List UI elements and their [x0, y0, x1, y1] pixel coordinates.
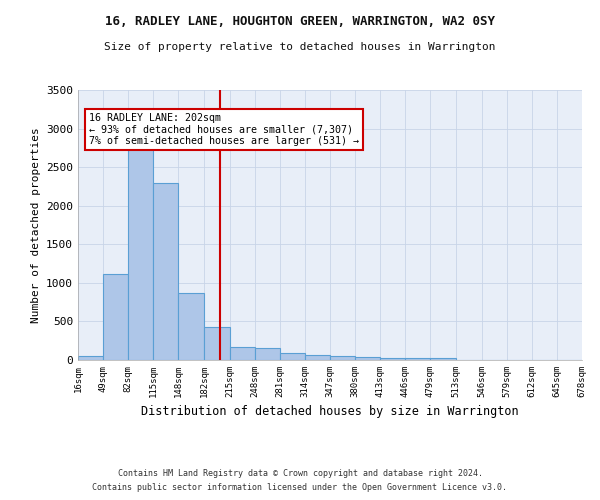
Y-axis label: Number of detached properties: Number of detached properties [31, 127, 41, 323]
Bar [305, 356, 330, 360]
Text: Contains public sector information licensed under the Open Government Licence v3: Contains public sector information licen… [92, 484, 508, 492]
Bar [254, 348, 280, 360]
Bar [78, 356, 103, 360]
Bar [380, 358, 406, 360]
Bar [280, 352, 305, 360]
Bar [230, 347, 254, 360]
Text: 16, RADLEY LANE, HOUGHTON GREEN, WARRINGTON, WA2 0SY: 16, RADLEY LANE, HOUGHTON GREEN, WARRING… [105, 15, 495, 28]
Bar [205, 327, 230, 360]
Bar [128, 150, 154, 360]
Bar [355, 358, 380, 360]
Bar [178, 293, 205, 360]
Bar [103, 274, 128, 360]
Bar [430, 358, 457, 360]
Text: Contains HM Land Registry data © Crown copyright and database right 2024.: Contains HM Land Registry data © Crown c… [118, 468, 482, 477]
Text: Size of property relative to detached houses in Warrington: Size of property relative to detached ho… [104, 42, 496, 52]
Bar [154, 184, 178, 360]
X-axis label: Distribution of detached houses by size in Warrington: Distribution of detached houses by size … [141, 406, 519, 418]
Bar [406, 358, 430, 360]
Bar [330, 356, 355, 360]
Text: 16 RADLEY LANE: 202sqm
← 93% of detached houses are smaller (7,307)
7% of semi-d: 16 RADLEY LANE: 202sqm ← 93% of detached… [89, 113, 359, 146]
